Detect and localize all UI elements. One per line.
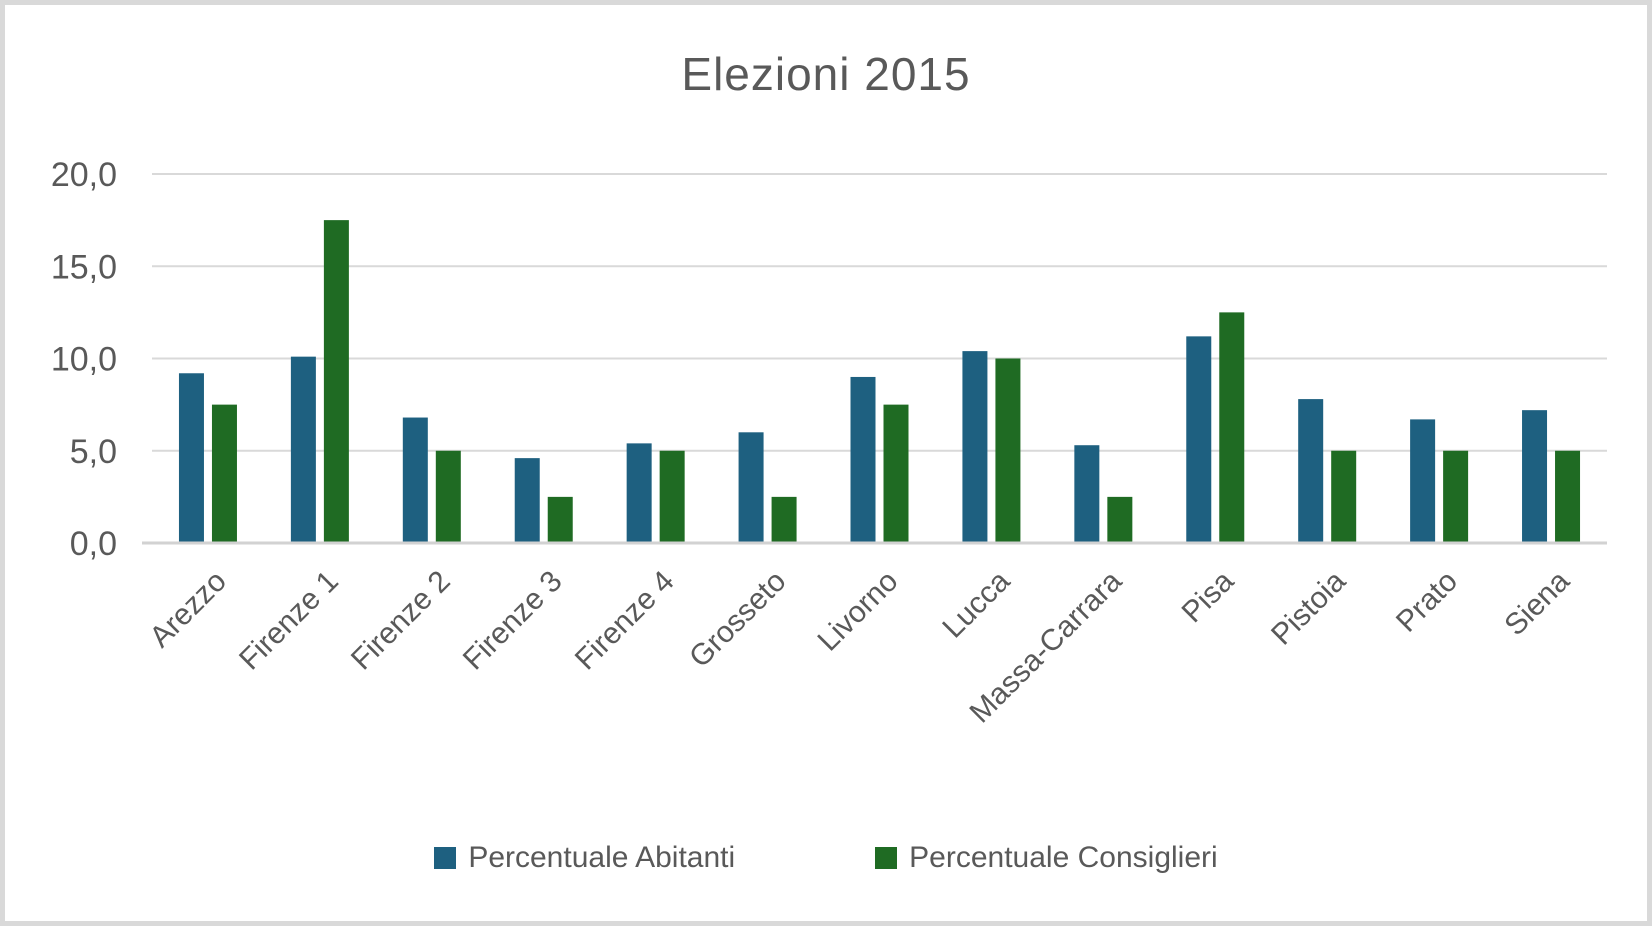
x-axis-label: Arezzo bbox=[144, 565, 233, 654]
x-axis-label: Livorno bbox=[812, 565, 905, 658]
legend-swatch-consiglieri-icon bbox=[875, 847, 898, 869]
x-axis-label: Firenze 4 bbox=[569, 565, 681, 677]
y-axis-label: 15,0 bbox=[51, 248, 117, 286]
legend-label-abitanti: Percentuale Abitanti bbox=[468, 841, 736, 874]
y-axis-label: 20,0 bbox=[51, 156, 117, 194]
x-axis-label: Pisa bbox=[1176, 564, 1241, 629]
bar-1-1 bbox=[323, 220, 349, 543]
legend-item-abitanti: Percentuale Abitanti bbox=[434, 841, 735, 875]
bar-1-0 bbox=[211, 404, 237, 543]
bar-1-8 bbox=[1107, 496, 1133, 543]
y-axis-label: 0,0 bbox=[70, 525, 117, 563]
bar-1-2 bbox=[435, 450, 461, 543]
bar-0-1 bbox=[290, 356, 316, 543]
bar-1-3 bbox=[547, 496, 573, 543]
bar-1-10 bbox=[1331, 450, 1357, 543]
bar-0-12 bbox=[1522, 410, 1548, 543]
bar-0-5 bbox=[738, 432, 764, 543]
x-axis-label: Firenze 1 bbox=[233, 565, 345, 677]
bar-0-9 bbox=[1186, 336, 1212, 543]
bar-1-5 bbox=[771, 496, 797, 543]
bar-0-11 bbox=[1410, 419, 1436, 543]
legend-item-consiglieri: Percentuale Consiglieri bbox=[875, 841, 1218, 875]
bar-0-6 bbox=[850, 376, 876, 543]
bar-0-8 bbox=[1074, 445, 1100, 543]
legend-label-consiglieri: Percentuale Consiglieri bbox=[909, 841, 1218, 874]
bar-1-12 bbox=[1555, 450, 1581, 543]
bar-1-6 bbox=[883, 404, 909, 543]
chart-title: Elezioni 2015 bbox=[681, 48, 971, 100]
x-axis-label: Siena bbox=[1498, 564, 1576, 642]
bar-0-4 bbox=[626, 443, 652, 543]
bar-1-7 bbox=[995, 358, 1021, 543]
y-axis-label: 10,0 bbox=[51, 341, 117, 379]
x-axis-label: Lucca bbox=[936, 564, 1016, 644]
legend-swatch-abitanti-icon bbox=[434, 847, 457, 869]
bar-0-7 bbox=[962, 351, 988, 543]
bar-1-9 bbox=[1219, 312, 1245, 543]
legend: Percentuale Abitanti Percentuale Consigl… bbox=[5, 841, 1647, 875]
x-axis-label: Grosseto bbox=[683, 565, 792, 674]
bar-1-4 bbox=[659, 450, 685, 543]
y-axis-label: 5,0 bbox=[70, 433, 117, 471]
bar-1-11 bbox=[1443, 450, 1469, 543]
bar-0-3 bbox=[514, 458, 540, 543]
x-axis-label: Firenze 2 bbox=[345, 565, 457, 677]
bar-0-10 bbox=[1298, 399, 1324, 543]
bar-0-2 bbox=[402, 417, 428, 543]
x-axis-label: Firenze 3 bbox=[457, 565, 569, 677]
x-axis-label: Pistoia bbox=[1265, 564, 1352, 651]
bar-0-0 bbox=[178, 373, 204, 543]
x-axis-label: Prato bbox=[1390, 565, 1464, 639]
